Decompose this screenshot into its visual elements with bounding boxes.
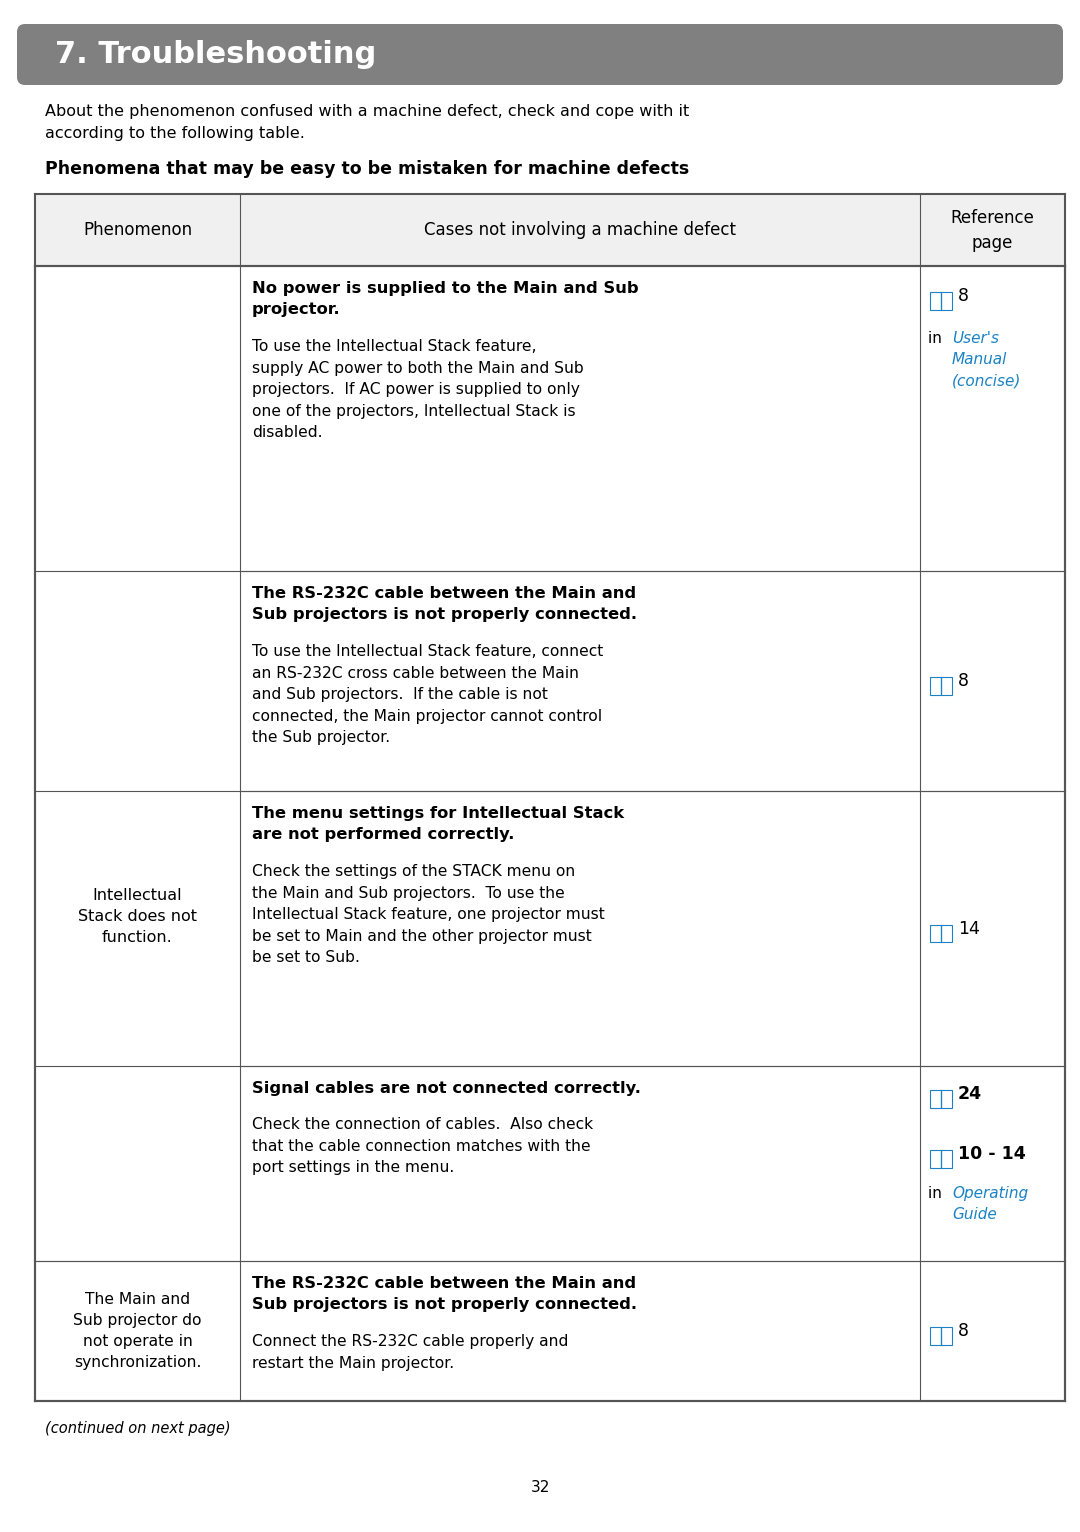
Text: No power is supplied to the Main and Sub
projector.: No power is supplied to the Main and Sub… [252, 280, 638, 317]
Text: Phenomena that may be easy to be mistaken for machine defects: Phenomena that may be easy to be mistake… [45, 159, 689, 178]
Text: (continued on next page): (continued on next page) [45, 1422, 231, 1435]
Text: The menu settings for Intellectual Stack
are not performed correctly.: The menu settings for Intellectual Stack… [252, 806, 624, 843]
Text: Cases not involving a machine defect: Cases not involving a machine defect [424, 221, 735, 239]
Text: Signal cables are not connected correctly.: Signal cables are not connected correctl… [252, 1082, 640, 1095]
Text: Phenomenon: Phenomenon [83, 221, 192, 239]
Text: Operating
Guide: Operating Guide [951, 1186, 1028, 1223]
Text: 8: 8 [958, 1322, 969, 1340]
Text: The Main and
Sub projector do
not operate in
synchronization.: The Main and Sub projector do not operat… [73, 1291, 202, 1370]
Text: The RS-232C cable between the Main and
Sub projectors is not properly connected.: The RS-232C cable between the Main and S… [252, 1276, 637, 1311]
Text: 10 - 14: 10 - 14 [958, 1144, 1026, 1163]
Text: 8: 8 [958, 673, 969, 689]
Text: To use the Intellectual Stack feature,
supply AC power to both the Main and Sub
: To use the Intellectual Stack feature, s… [252, 339, 584, 440]
Bar [35, 195, 1065, 267]
Text: in: in [928, 331, 947, 346]
Text: Intellectual
Stack does not
function.: Intellectual Stack does not function. [78, 887, 197, 945]
Text: Check the settings of the STACK menu on
the Main and Sub projectors.  To use the: Check the settings of the STACK menu on … [252, 864, 605, 965]
Text: in: in [928, 1186, 947, 1201]
Text: User's
Manual
(concise): User's Manual (concise) [951, 331, 1022, 388]
Text: Reference
page: Reference page [950, 208, 1035, 251]
FancyBboxPatch shape [17, 25, 1063, 84]
Text: Connect the RS-232C cable properly and
restart the Main projector.: Connect the RS-232C cable properly and r… [252, 1334, 568, 1371]
Text: 7. Troubleshooting: 7. Troubleshooting [55, 40, 376, 69]
Text: About the phenomenon confused with a machine defect, check and cope with it
acco: About the phenomenon confused with a mac… [45, 104, 689, 141]
Text: 24: 24 [958, 1085, 982, 1103]
Text: 14: 14 [958, 919, 980, 938]
Text: 8: 8 [958, 286, 969, 305]
Text: Check the connection of cables.  Also check
that the cable connection matches wi: Check the connection of cables. Also che… [252, 1117, 593, 1175]
Text: To use the Intellectual Stack feature, connect
an RS-232C cross cable between th: To use the Intellectual Stack feature, c… [252, 643, 604, 746]
Text: The RS-232C cable between the Main and
Sub projectors is not properly connected.: The RS-232C cable between the Main and S… [252, 587, 637, 622]
Text: 32: 32 [530, 1480, 550, 1495]
